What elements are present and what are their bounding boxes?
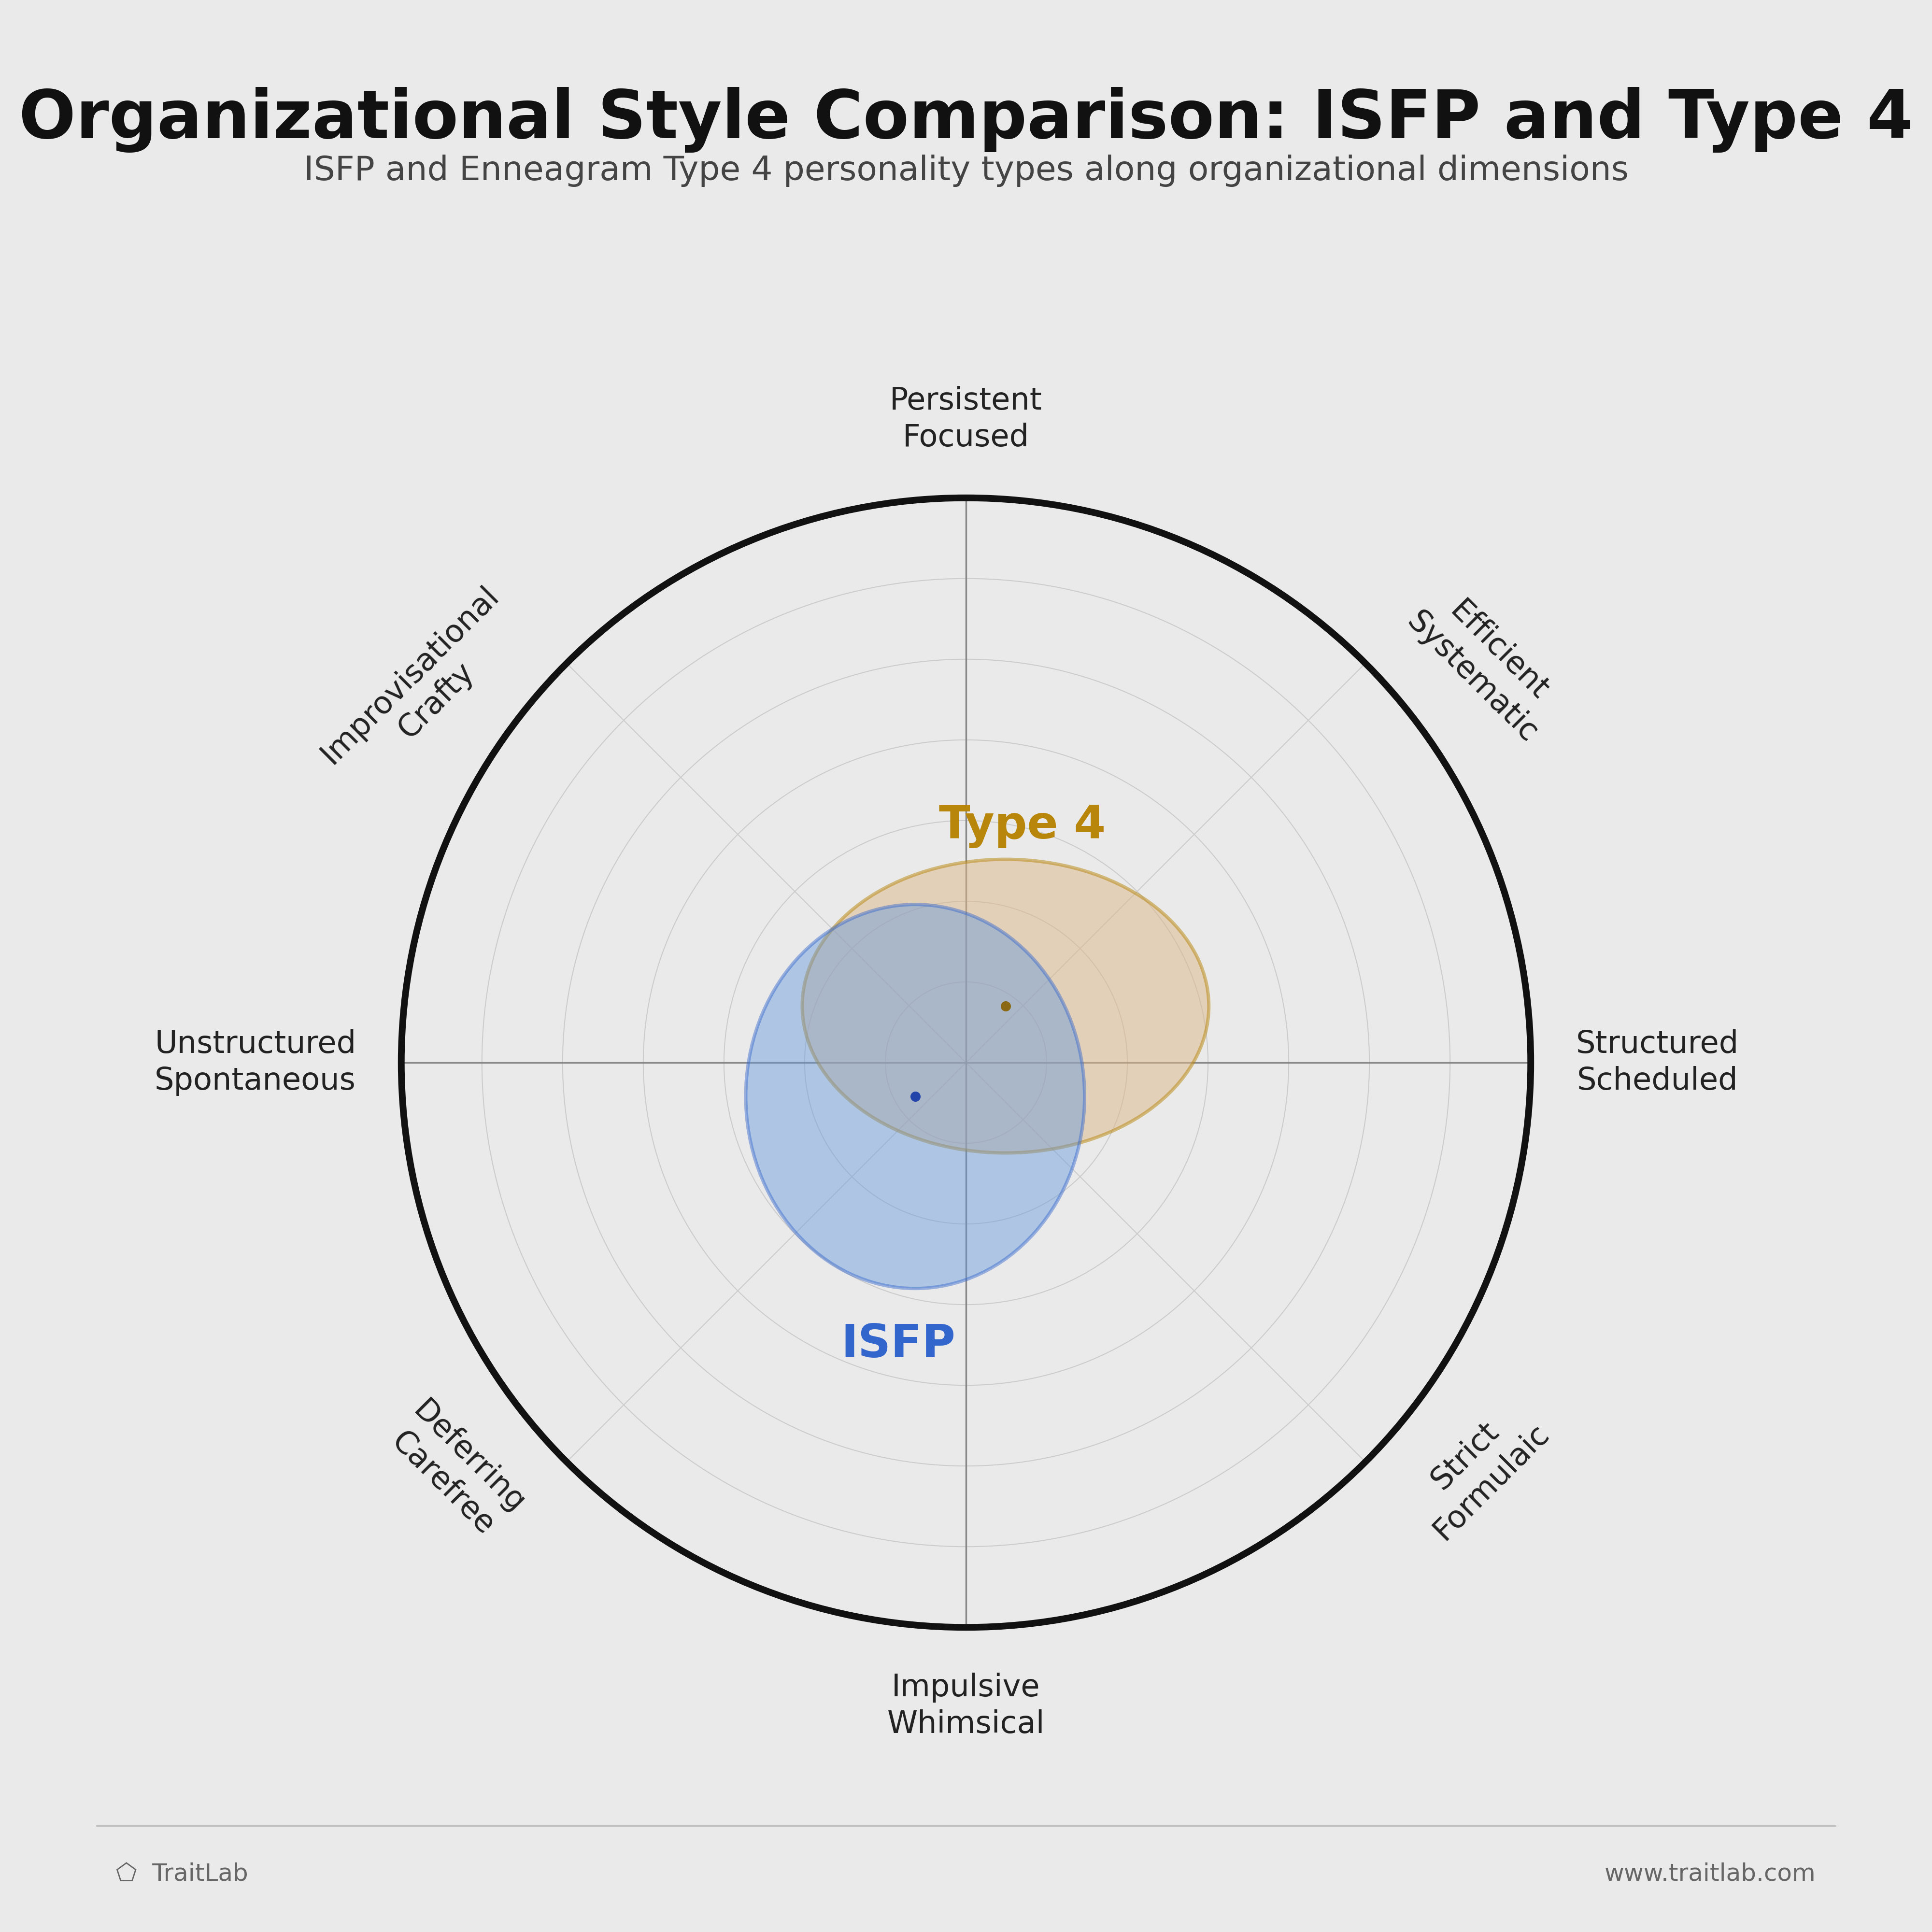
Text: Impulsive
Whimsical: Impulsive Whimsical — [887, 1673, 1045, 1739]
Text: Deferring
Carefree: Deferring Carefree — [381, 1395, 531, 1546]
Ellipse shape — [746, 904, 1084, 1289]
Text: Strict
Formulaic: Strict Formulaic — [1401, 1391, 1555, 1546]
Text: Persistent
Focused: Persistent Focused — [891, 386, 1041, 452]
Ellipse shape — [802, 860, 1209, 1153]
Text: Structured
Scheduled: Structured Scheduled — [1577, 1030, 1739, 1095]
Text: ISFP and Enneagram Type 4 personality types along organizational dimensions: ISFP and Enneagram Type 4 personality ty… — [303, 155, 1629, 187]
Text: ISFP: ISFP — [840, 1321, 956, 1366]
Point — [900, 1082, 931, 1113]
Text: Organizational Style Comparison: ISFP and Type 4: Organizational Style Comparison: ISFP an… — [19, 87, 1913, 153]
Text: Unstructured
Spontaneous: Unstructured Spontaneous — [155, 1030, 355, 1095]
Text: www.traitlab.com: www.traitlab.com — [1605, 1862, 1816, 1886]
Point — [989, 991, 1020, 1022]
Text: ⬠  TraitLab: ⬠ TraitLab — [116, 1862, 247, 1886]
Text: Efficient
Systematic: Efficient Systematic — [1401, 580, 1571, 748]
Text: Improvisational
Crafty: Improvisational Crafty — [315, 580, 531, 796]
Text: Type 4: Type 4 — [939, 804, 1105, 848]
